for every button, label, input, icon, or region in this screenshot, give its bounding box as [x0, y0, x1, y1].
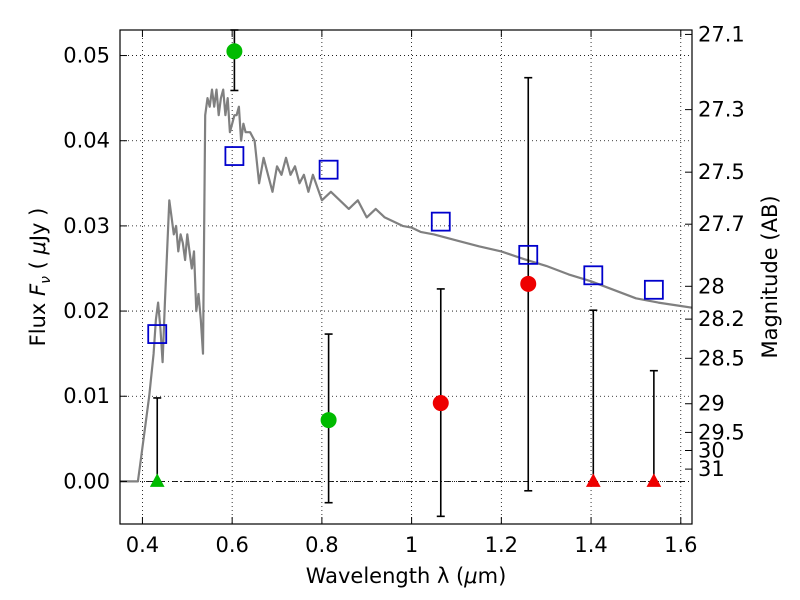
tick-label-layer: 0.4 0.6 0.8 1 1.2 1.4 1.6 0.00 0.01 0.02 0.03 0.04 0…	[63, 22, 745, 557]
y2-tick-label: 27.1	[698, 22, 745, 46]
model-flux-square	[643, 279, 664, 300]
y2-tick-label: 29.5	[698, 420, 745, 444]
y2-tick-label: 29	[698, 392, 725, 416]
x-tick-label: 1.2	[485, 533, 518, 557]
y-tick-label: 0.00	[63, 469, 110, 493]
x-tick-label: 1.4	[574, 533, 607, 557]
tick-layer	[120, 30, 692, 524]
y-tick-label: 0.05	[63, 44, 110, 68]
y2-tick-label: 28.2	[698, 307, 745, 331]
detection-point	[320, 412, 337, 429]
y2-tick-label: 27.5	[698, 160, 745, 184]
y2-tick-label: 27.3	[698, 98, 745, 122]
template-sed-line	[120, 88, 693, 483]
x-tick-label: 0.6	[215, 533, 248, 557]
model-flux-square	[147, 324, 168, 344]
detection-point	[520, 275, 537, 292]
plot-frame	[119, 29, 693, 525]
y2-tick-label: 28	[698, 274, 725, 298]
x-tick-label: 0.4	[126, 533, 159, 557]
y-tick-label: 0.01	[63, 384, 110, 408]
y2-tick-label: 27.7	[698, 212, 745, 236]
y-axis-label: Flux Fν ( μJy )	[26, 208, 54, 347]
template-sed-layer	[120, 88, 693, 483]
upper-limit-triangle	[646, 473, 662, 487]
y-tick-label: 0.03	[63, 214, 110, 238]
x-tick-label: 1	[405, 533, 418, 557]
y2-tick-label: 28.5	[698, 346, 745, 370]
upper-limit-triangle	[149, 473, 165, 487]
y2-tick-label: 30	[698, 438, 725, 462]
model-point-layer	[147, 146, 664, 344]
detection-layer	[149, 43, 662, 487]
model-flux-square	[583, 265, 604, 286]
model-flux-square	[318, 159, 339, 180]
upper-limit-triangle	[585, 473, 601, 487]
detection-point	[432, 395, 449, 412]
x-axis-label: Wavelength λ (μm)	[306, 564, 507, 588]
y2-tick-label: 31	[698, 457, 725, 481]
y-tick-label: 0.02	[63, 299, 110, 323]
x-tick-label: 0.8	[305, 533, 338, 557]
detection-point	[226, 43, 243, 60]
model-flux-square	[430, 211, 451, 232]
model-flux-square	[518, 244, 539, 265]
y-tick-label: 0.04	[63, 129, 110, 153]
y2-axis-label: Magnitude (AB)	[758, 195, 782, 358]
model-flux-square	[224, 146, 245, 166]
x-tick-label: 1.6	[664, 533, 697, 557]
